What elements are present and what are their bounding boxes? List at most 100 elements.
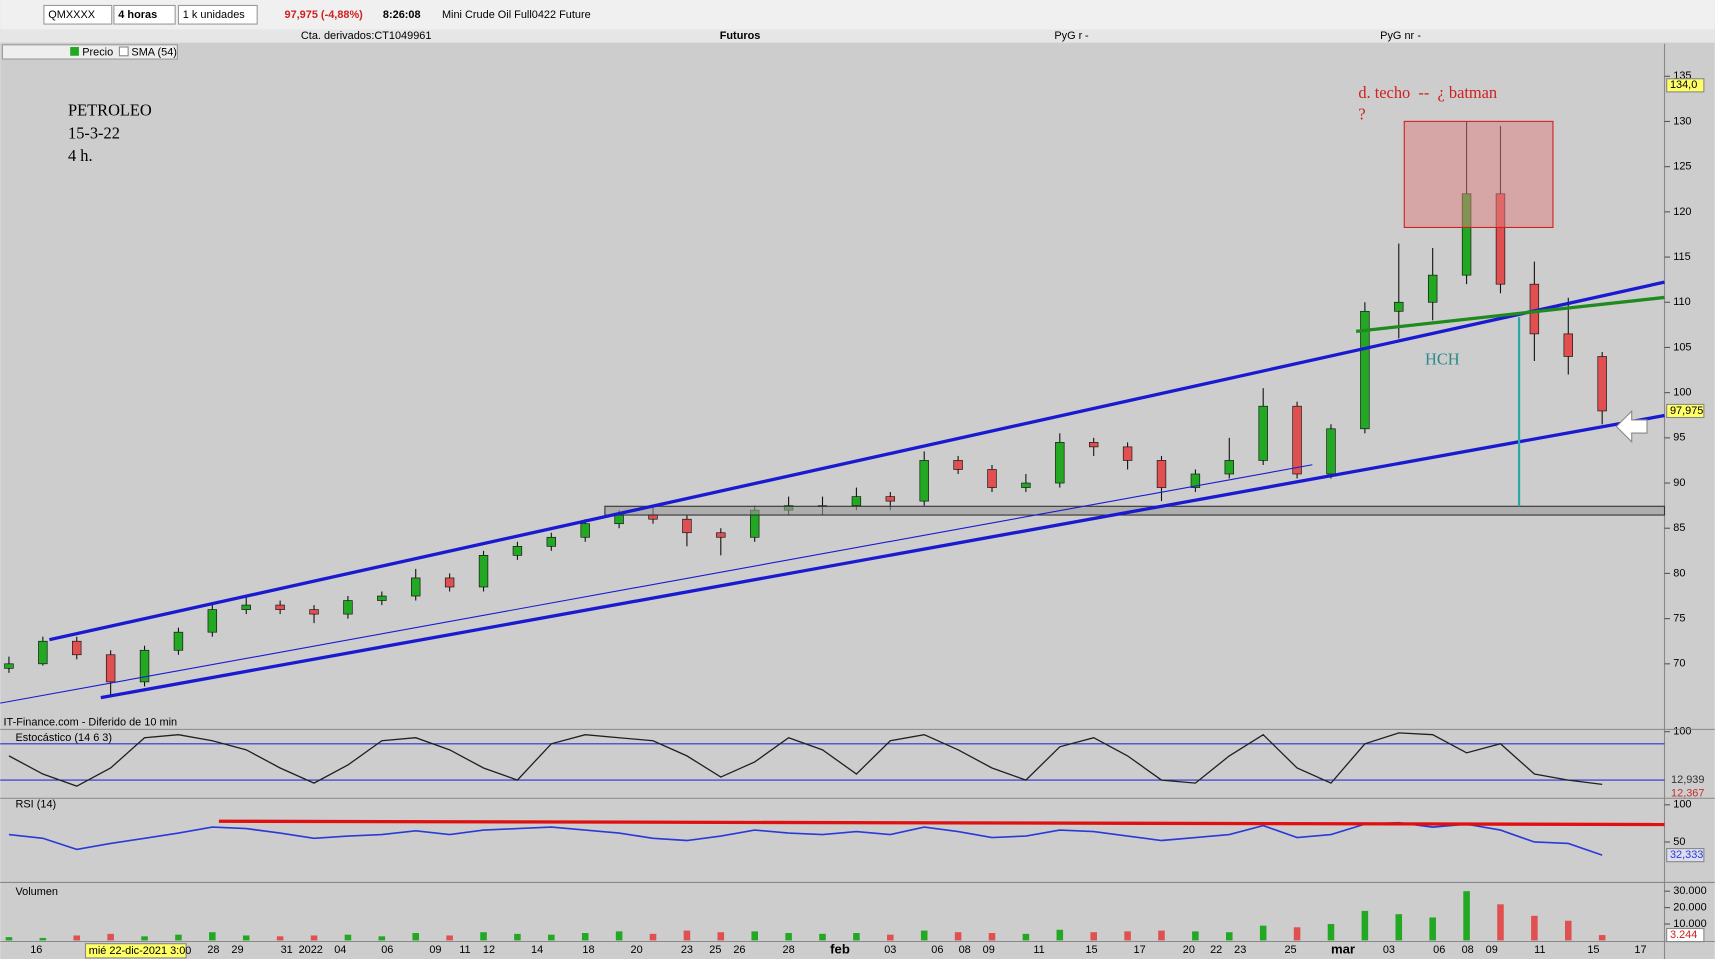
period-box[interactable] [113, 4, 176, 25]
x-tick-label: 28 [783, 944, 795, 956]
chart-layer: 70758085909510010511011512012513013597,9… [0, 70, 1707, 957]
candle-body [1055, 442, 1065, 484]
x-tick-label: 23 [681, 944, 693, 956]
x-tick-label: 31 [281, 944, 293, 956]
volume-bar [1158, 930, 1165, 941]
value-label: 12,367 [1671, 787, 1704, 799]
x-tick-label: mar [1331, 942, 1355, 957]
annotation: d. techo -- ¿ batman [1358, 83, 1497, 102]
y-tick-label: 100 [1673, 726, 1691, 738]
candle-body [309, 609, 319, 615]
volume-bar [1395, 914, 1403, 941]
volume-bar [819, 933, 826, 941]
x-tick-label: 11 [1534, 944, 1545, 956]
volume-bar [683, 930, 691, 941]
account-bar [0, 29, 1715, 43]
value-badge [1666, 78, 1705, 93]
value-badge-label: 134,0 [1670, 79, 1697, 91]
volume-bar [1259, 925, 1267, 941]
volume-bar [310, 935, 318, 941]
volume-bar [1361, 910, 1369, 941]
x-tick-label: 06 [381, 944, 393, 956]
y-tick-label: 85 [1673, 522, 1685, 534]
volume-bar [853, 933, 860, 941]
candle-body [919, 460, 929, 502]
candle-body [953, 460, 963, 470]
neckline [1355, 295, 1665, 333]
x-tick-label: 09 [429, 944, 441, 956]
value-badge [1666, 848, 1705, 863]
annotation: HCH [1425, 350, 1460, 369]
volume-bar [73, 935, 81, 941]
candle-body [546, 536, 557, 547]
candle-body [1597, 356, 1607, 412]
legend-swatch [118, 46, 129, 57]
volume-bar [242, 935, 250, 941]
units[interactable]: 1 k unidades [183, 9, 245, 21]
x-tick-label: 18 [582, 944, 594, 956]
y-tick-label: 100 [1673, 799, 1691, 811]
period[interactable]: 4 horas [118, 9, 157, 21]
x-tick-label: 29 [231, 944, 243, 956]
volume-bar [1531, 915, 1538, 941]
value-badge [1666, 403, 1705, 419]
x-tick-label: 15 [1085, 944, 1097, 956]
candle-body [1427, 274, 1438, 303]
y-tick-label: 20.000 [1673, 901, 1706, 913]
volume-bar [751, 931, 758, 941]
x-tick-label: 11 [1033, 944, 1044, 956]
y-tick-label: 100 [1673, 387, 1691, 399]
legend-item[interactable]: SMA (54) [131, 46, 177, 58]
x-tick-label: 26 [733, 944, 745, 956]
volume-bar [649, 933, 657, 941]
volume-bar [141, 936, 148, 941]
channel-bottom [100, 413, 1665, 700]
indicator-line [8, 821, 1603, 856]
x-tick-label: 20 [1183, 944, 1195, 956]
x-tick-label: 08 [1462, 944, 1474, 956]
x-tick-label: 09 [1486, 944, 1498, 956]
y-tick-label: 80 [1673, 567, 1685, 579]
volume-bar [1497, 904, 1504, 941]
volume-bar [1598, 935, 1606, 941]
volume-bar [107, 933, 114, 941]
volume-bar [785, 933, 792, 941]
volume-bar [1293, 927, 1301, 941]
candle-body [1122, 446, 1133, 461]
pyg-nr-value: - [1417, 30, 1421, 42]
x-tick-label: 2022 [299, 944, 323, 956]
symbol[interactable]: QMXXXX [48, 9, 95, 21]
candle-body [207, 609, 218, 633]
candle-body [1563, 333, 1573, 357]
volume-bar [1124, 931, 1131, 941]
candle-body [173, 631, 184, 651]
y-tick-label: 30.000 [1673, 885, 1706, 897]
volume-bar [39, 937, 47, 941]
volume-bar [1226, 932, 1233, 941]
units-box[interactable] [177, 4, 258, 25]
x-tick-label: 23 [1234, 944, 1246, 956]
candle-body [38, 640, 48, 665]
x-tick-label: 11 [459, 944, 470, 956]
x-tick-label: 25 [1284, 944, 1296, 956]
candle-body [1292, 405, 1302, 475]
y-tick-label: 125 [1673, 161, 1691, 173]
volume-bar [344, 934, 352, 941]
value-badge-label: 32,333 [1670, 849, 1703, 861]
candle-body [716, 532, 726, 538]
candle-body [682, 518, 692, 534]
y-tick-label: 115 [1673, 251, 1690, 263]
y-tick-label: 10.000 [1673, 918, 1706, 930]
volume-bar [1022, 933, 1030, 941]
top-zone [1403, 120, 1554, 228]
symbol-box[interactable] [43, 4, 113, 25]
x-tick-label: 16 [30, 944, 42, 956]
volume-bar [920, 930, 928, 941]
candle-body [72, 640, 82, 656]
volume-bar [175, 934, 182, 941]
value-label: 12,939 [1671, 774, 1704, 786]
x-tick-label: 28 [207, 944, 219, 956]
x-tick-label: feb [830, 942, 850, 957]
x-tick-label: 08 [959, 944, 971, 956]
legend-item[interactable]: Precio [82, 46, 113, 58]
